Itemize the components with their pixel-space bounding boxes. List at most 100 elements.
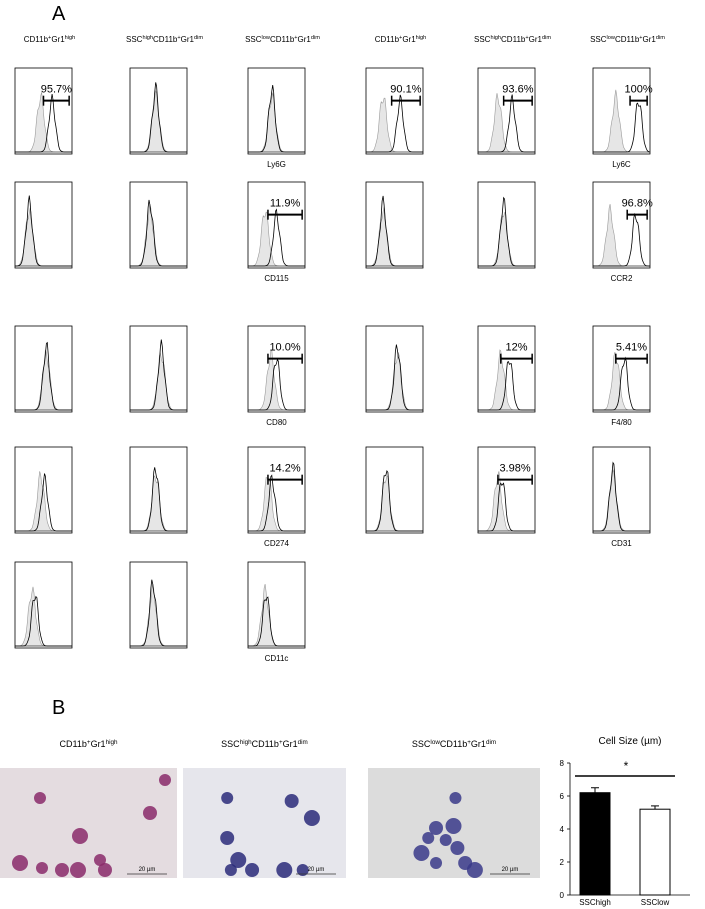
marker-label: CD11c <box>265 654 289 663</box>
marker-label: CD31 <box>611 539 632 548</box>
histogram-frame <box>247 181 306 269</box>
cell <box>296 864 309 876</box>
superscript: high <box>240 739 252 746</box>
scale-bar-label: 20 µm <box>308 867 325 873</box>
header-text: SSC <box>412 739 431 749</box>
header-text: SSC <box>221 739 240 749</box>
header-text: Gr1 <box>298 35 312 44</box>
header-text: Gr1 <box>471 739 486 749</box>
column-header: SSChighCD11b+Gr1dim <box>126 35 203 44</box>
gate-percent: 5.41% <box>616 342 647 354</box>
superscript: + <box>525 35 528 41</box>
x-tick-label: SSClow <box>641 898 670 907</box>
header-text: Gr1 <box>402 35 416 44</box>
cell <box>466 862 483 878</box>
superscript: low <box>262 35 271 41</box>
histogram-frame <box>477 446 536 534</box>
cell <box>224 864 237 876</box>
significance-mark: * <box>624 759 629 773</box>
column-header: CD11b+Gr1high <box>24 35 76 44</box>
cell <box>98 863 112 877</box>
histogram-frame <box>129 181 188 269</box>
x-tick-label: SSChigh <box>579 898 611 907</box>
histogram-frame <box>592 181 651 269</box>
superscript: low <box>607 35 616 41</box>
marker-label: Ly6G <box>267 160 286 169</box>
header-text: CD11b <box>252 739 279 749</box>
header-text: CD11b <box>615 35 640 44</box>
y-tick-label: 8 <box>560 759 565 768</box>
histogram-frame <box>365 181 424 269</box>
gate-percent: 95.7% <box>41 84 72 96</box>
header-text: Gr1 <box>181 35 195 44</box>
gate-percent: 3.98% <box>499 463 530 475</box>
marker-label: Ly6C <box>612 160 631 169</box>
gate-percent: 100% <box>625 84 653 96</box>
gate-percent: 90.1% <box>390 84 421 96</box>
superscript: dim <box>194 35 203 41</box>
marker-label: F4/80 <box>611 418 632 427</box>
header-text: Gr1 <box>283 739 298 749</box>
gate-percent: 11.9% <box>270 198 301 210</box>
cell <box>36 862 48 874</box>
superscript: + <box>399 35 402 41</box>
cell <box>284 794 299 808</box>
superscript: dim <box>311 35 320 41</box>
cell <box>413 845 430 861</box>
y-tick-label: 2 <box>560 858 565 867</box>
cell <box>12 855 28 871</box>
marker-label: CD80 <box>266 418 287 427</box>
cell <box>72 828 88 844</box>
superscript: low <box>430 739 440 746</box>
histogram-frame <box>247 561 306 649</box>
cell <box>70 862 86 878</box>
micrograph <box>183 768 346 878</box>
y-tick-label: 6 <box>560 792 565 801</box>
column-header: SSClowCD11b+Gr1dim <box>590 35 665 44</box>
superscript: + <box>639 35 642 41</box>
panel-label: A <box>52 3 66 25</box>
superscript: dim <box>542 35 551 41</box>
cell <box>55 863 69 877</box>
superscript: + <box>87 739 91 746</box>
cell <box>159 774 171 786</box>
cell <box>230 852 247 868</box>
y-tick-label: 0 <box>560 891 565 900</box>
scale-bar-label: 20 µm <box>139 867 156 873</box>
column-header: SSClowCD11b+Gr1dim <box>412 739 496 750</box>
superscript: high <box>106 739 118 746</box>
superscript: high <box>65 35 76 41</box>
cell <box>430 857 443 869</box>
micrograph <box>0 768 177 878</box>
column-header: CD11b+Gr1high <box>375 35 427 44</box>
cell <box>449 792 462 804</box>
superscript: dim <box>486 739 496 746</box>
gate-percent: 93.6% <box>502 84 533 96</box>
superscript: high <box>490 35 501 41</box>
column-header: SSChighCD11b+Gr1dim <box>221 739 308 750</box>
cell <box>450 841 465 855</box>
header-text: SSC <box>590 35 607 44</box>
header-text: SSC <box>474 35 491 44</box>
panel-label: B <box>52 697 65 719</box>
cell <box>429 821 444 835</box>
gate-percent: 14.2% <box>269 463 300 475</box>
superscript: + <box>48 35 51 41</box>
gate-percent: 10.0% <box>269 342 300 354</box>
header-text: Gr1 <box>529 35 543 44</box>
cell <box>445 818 462 834</box>
bar <box>639 808 671 896</box>
marker-label: CCR2 <box>611 274 633 283</box>
gate-percent: 12% <box>505 342 527 354</box>
superscript: dim <box>656 35 665 41</box>
cell <box>220 831 235 845</box>
cell <box>439 834 452 846</box>
cell <box>422 832 435 844</box>
superscript: + <box>294 35 297 41</box>
scale-bar-label: 20 µm <box>502 867 519 873</box>
header-text: Gr1 <box>643 35 657 44</box>
marker-label: CD274 <box>264 539 289 548</box>
header-text: Gr1 <box>91 739 106 749</box>
column-header: CD11b+Gr1high <box>60 739 118 750</box>
